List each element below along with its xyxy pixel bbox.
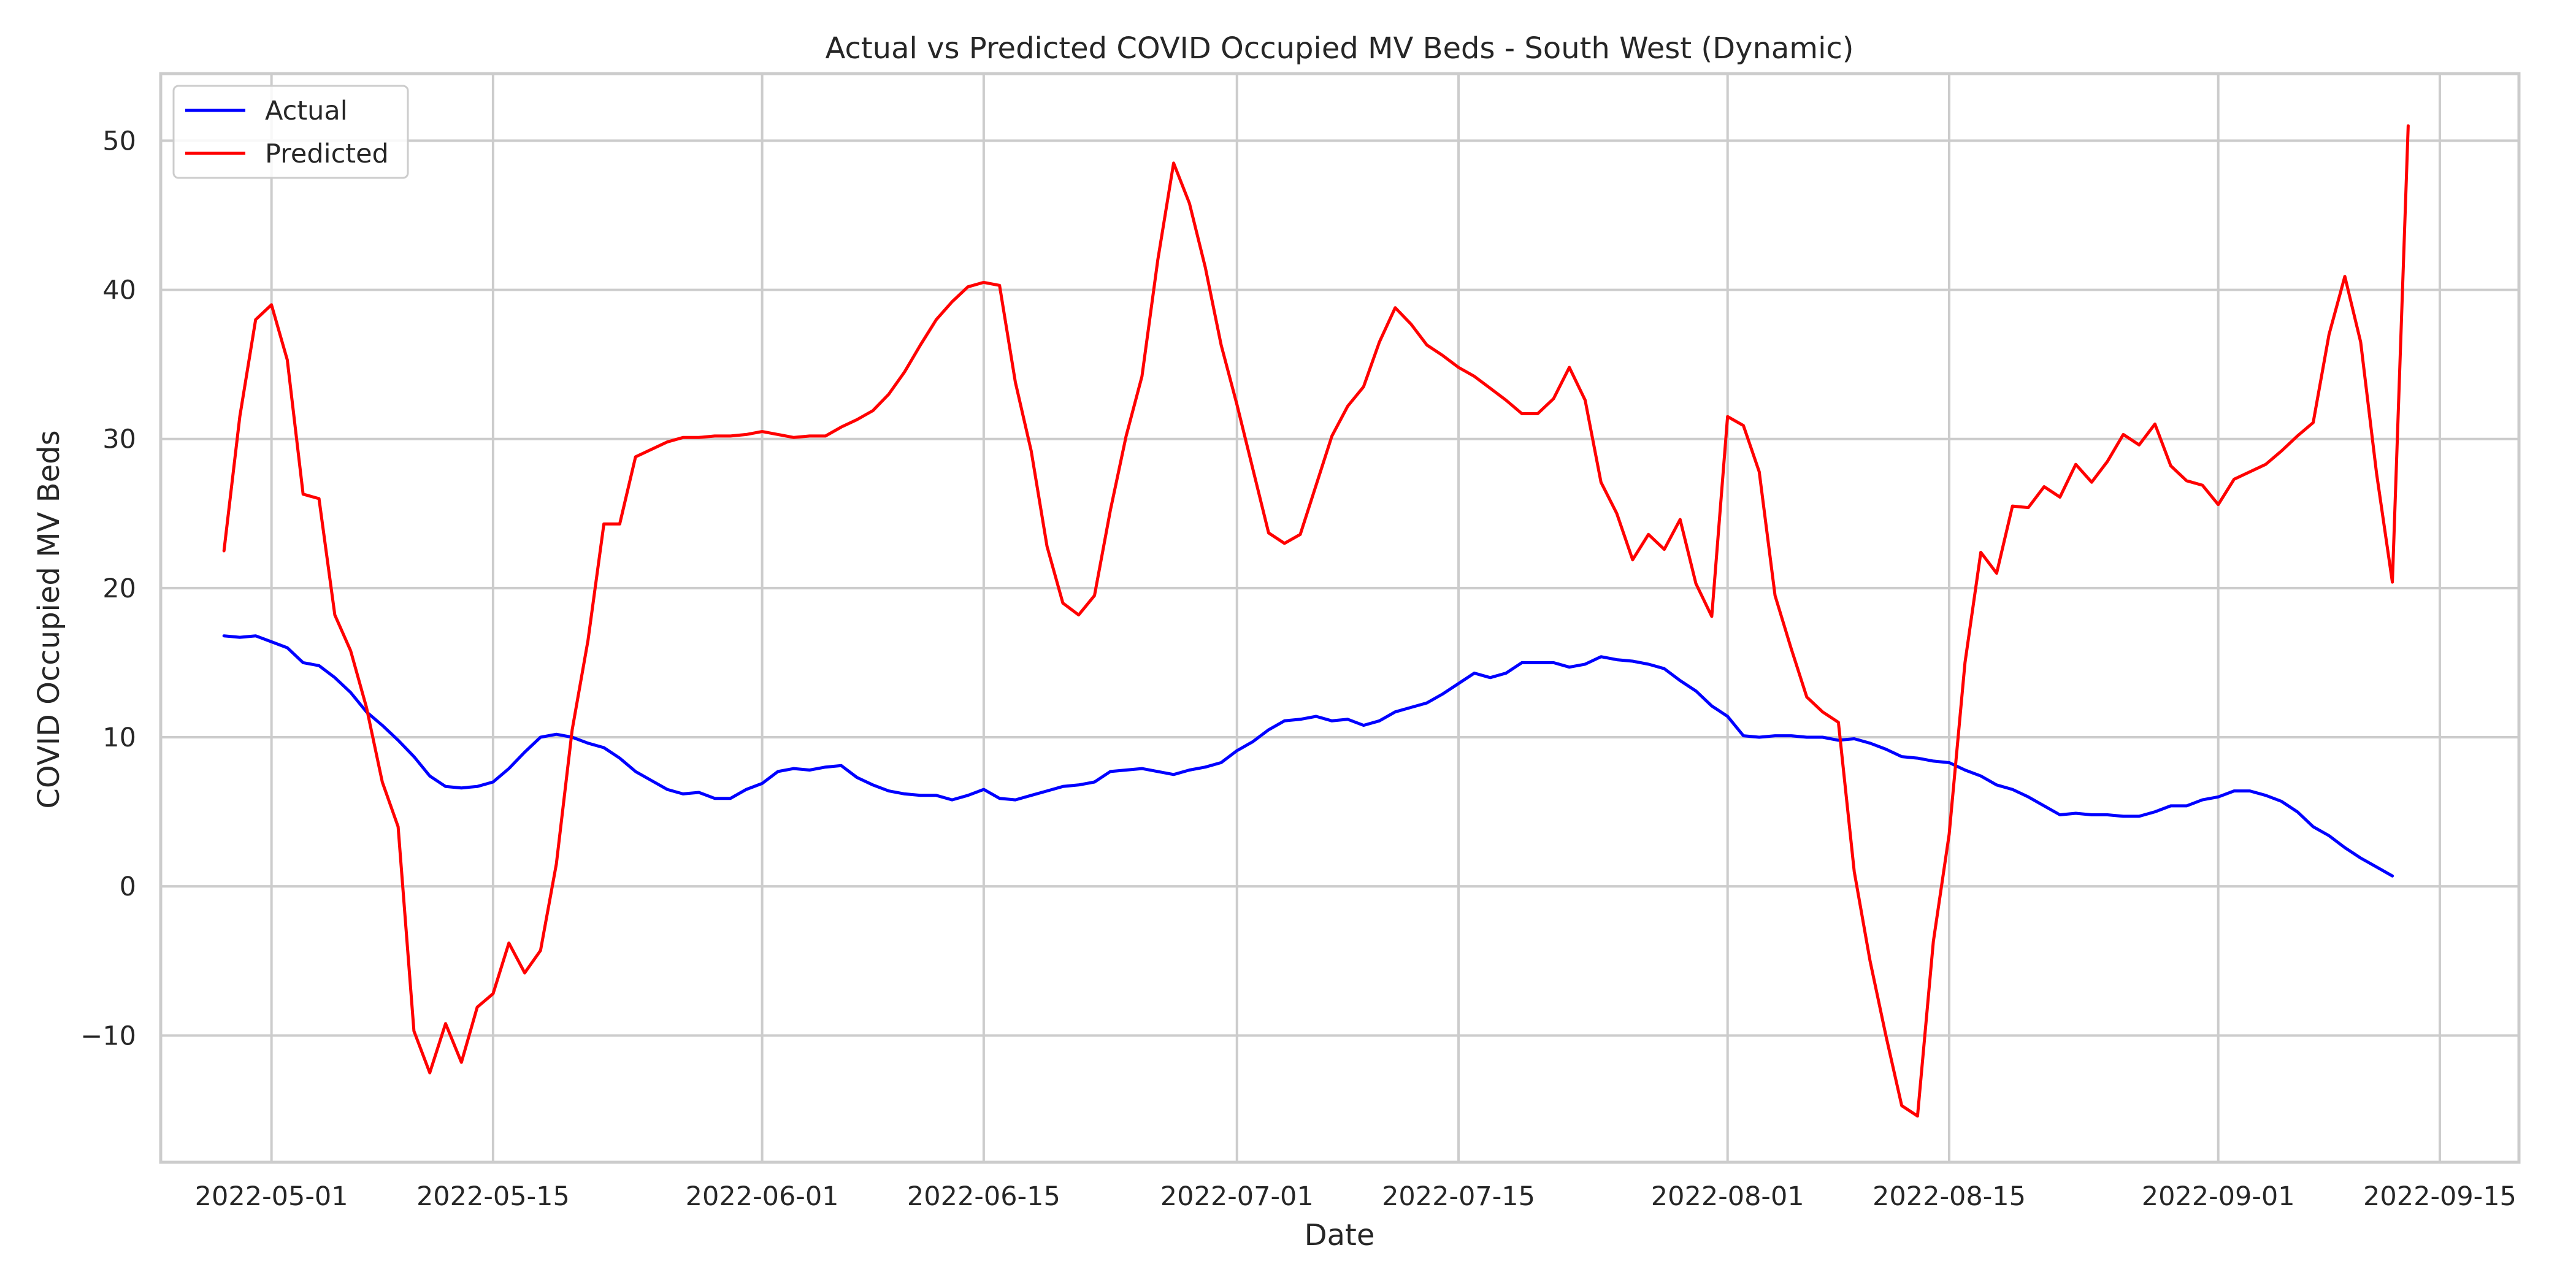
x-tick-label: 2022-06-01	[686, 1181, 839, 1212]
legend: Actual Predicted	[172, 85, 409, 179]
chart-title: Actual vs Predicted COVID Occupied MV Be…	[825, 31, 1853, 66]
plot-frame	[159, 72, 2521, 1164]
y-tick-label: 30	[102, 424, 136, 455]
legend-label-actual: Actual	[265, 96, 348, 126]
x-tick-label: 2022-08-15	[1873, 1181, 2026, 1212]
y-tick-label: 50	[102, 126, 136, 156]
x-tick-labels: 2022-05-01 2022-05-15 2022-06-01 2022-06-15…	[195, 1181, 2517, 1212]
x-tick-label: 2022-06-15	[907, 1181, 1060, 1212]
series-line-predicted	[222, 124, 2410, 1118]
y-axis-title: COVID Occupied MV Beds	[32, 430, 66, 808]
y-tick-label: 20	[102, 573, 136, 604]
x-tick-label: 2022-08-01	[1651, 1181, 1804, 1212]
y-tick-label: 40	[102, 275, 136, 306]
x-tick-label: 2022-09-01	[2142, 1181, 2295, 1212]
legend-label-predicted: Predicted	[265, 139, 389, 169]
x-axis-title: Date	[1305, 1218, 1375, 1252]
series-lines	[222, 124, 2410, 1118]
series-line-actual	[222, 634, 2394, 878]
x-tick-label: 2022-05-15	[416, 1181, 570, 1212]
x-tick-label: 2022-07-15	[1382, 1181, 1535, 1212]
x-tick-label: 2022-07-01	[1160, 1181, 1314, 1212]
x-tick-label: 2022-09-15	[2363, 1181, 2517, 1212]
y-tick-label: 10	[102, 723, 136, 753]
y-tick-labels: −10 0 10 20 30 40 50	[80, 126, 136, 1051]
y-tick-label: −10	[80, 1021, 136, 1051]
x-tick-label: 2022-05-01	[195, 1181, 348, 1212]
y-tick-label: 0	[120, 872, 136, 902]
